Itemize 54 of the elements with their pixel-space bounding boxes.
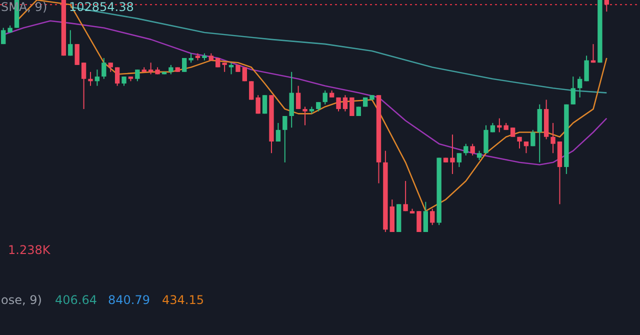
text: 434.15 xyxy=(161,293,205,307)
candlestick xyxy=(584,55,589,82)
candlestick xyxy=(524,141,529,154)
candlestick xyxy=(296,85,301,110)
candlestick xyxy=(302,106,308,126)
candlestick xyxy=(476,150,482,161)
candlestick xyxy=(262,94,268,114)
candlestick xyxy=(336,96,341,112)
candlestick xyxy=(114,66,120,86)
candlestick xyxy=(228,62,234,75)
candlestick xyxy=(168,64,174,75)
candlestick xyxy=(249,80,254,100)
candlestick xyxy=(74,44,80,66)
candlestick xyxy=(423,201,428,232)
candlestick xyxy=(484,124,488,154)
candlestick xyxy=(570,76,576,105)
text: 1.238K xyxy=(7,243,52,257)
candlestick xyxy=(148,62,154,75)
candlestick xyxy=(403,180,408,212)
candlestick xyxy=(289,71,294,128)
candlestick xyxy=(122,76,126,86)
candlestick xyxy=(81,62,86,110)
candlestick xyxy=(108,62,113,72)
candlestick xyxy=(530,129,536,147)
candlestick xyxy=(188,52,194,64)
candlestick xyxy=(68,30,73,56)
candlestick xyxy=(550,122,556,154)
candlestick xyxy=(416,210,422,232)
candlestick xyxy=(182,58,187,72)
candlestick xyxy=(450,134,455,174)
text: 406.64 xyxy=(54,293,98,307)
text: 840.79 xyxy=(107,293,151,307)
candlestick xyxy=(604,0,609,12)
candlestick xyxy=(135,69,140,82)
candlestick xyxy=(94,69,100,86)
candlestick xyxy=(510,127,516,138)
candlestick xyxy=(256,94,260,114)
candlestick xyxy=(430,208,435,226)
candlestick xyxy=(316,102,321,112)
candlestick xyxy=(470,143,475,156)
candlestick xyxy=(342,94,348,112)
candlestick xyxy=(537,104,542,163)
candlestick xyxy=(1,27,6,45)
candlestick xyxy=(456,152,462,168)
text: ose, 9) xyxy=(0,293,43,307)
candlestick xyxy=(222,62,227,72)
candlestick xyxy=(282,116,288,163)
candlestick xyxy=(577,76,582,98)
candlestick xyxy=(464,143,468,156)
candlestick xyxy=(322,90,328,105)
candlestick xyxy=(276,122,281,142)
candlestick xyxy=(102,58,106,80)
candlestick xyxy=(88,71,93,86)
candlestick xyxy=(216,58,220,68)
